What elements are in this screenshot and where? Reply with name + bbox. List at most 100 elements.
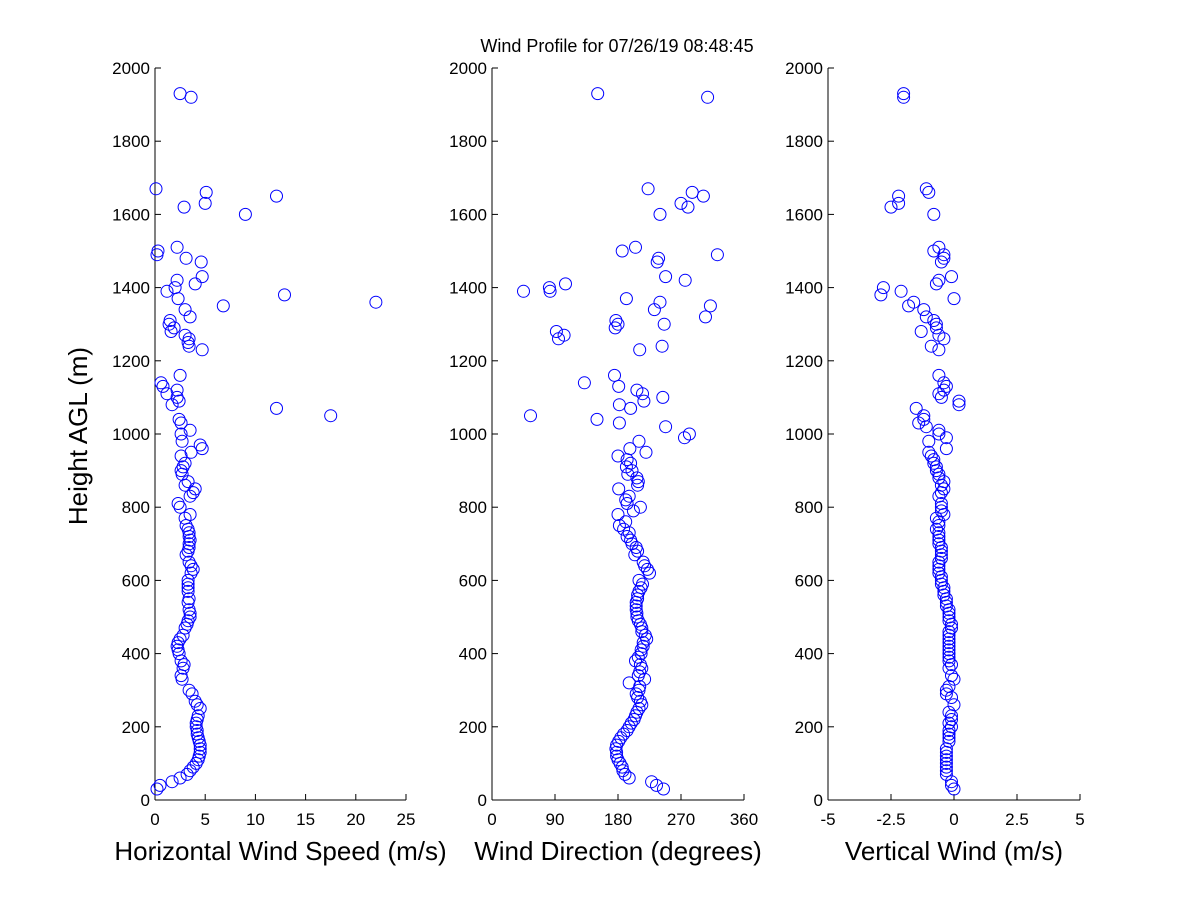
vertical-x-tick-label: 5 — [1075, 810, 1084, 829]
vertical-data-point — [927, 456, 941, 470]
direction-data-point — [632, 584, 646, 598]
direction-data-point — [623, 442, 637, 456]
direction-data-point — [678, 273, 692, 287]
vertical-data-point — [939, 431, 953, 445]
direction-data-point — [549, 325, 563, 338]
speed-y-tick-label: 400 — [122, 645, 150, 664]
direction-data-point — [624, 533, 638, 547]
direction-data-point — [619, 292, 633, 306]
vertical-data-point — [942, 647, 956, 661]
vertical-data-point — [939, 442, 953, 456]
speed-data-point — [174, 449, 188, 463]
vertical-data-point — [932, 427, 946, 441]
speed-data-point — [184, 559, 198, 573]
vertical-data-point — [917, 303, 931, 317]
vertical-y-tick-label: 1200 — [785, 352, 823, 371]
vertical-data-point — [934, 390, 948, 404]
direction-y-tick-label: 200 — [459, 718, 487, 737]
direction-data-point — [608, 368, 621, 382]
speed-data-point — [177, 658, 191, 672]
vertical-data-point — [945, 720, 958, 734]
speed-data-point — [183, 423, 197, 437]
vertical-data-point — [934, 497, 948, 510]
speed-data-point — [183, 508, 197, 521]
speed-data-point — [178, 328, 192, 342]
direction-data-point — [620, 724, 634, 737]
speed-data-point — [171, 497, 185, 510]
speed-data-point — [193, 702, 207, 715]
direction-data-point — [612, 734, 626, 748]
vertical-data-point — [922, 445, 936, 459]
speed-data-point — [186, 760, 200, 774]
direction-data-point — [645, 775, 659, 789]
speed-data-point — [175, 434, 189, 448]
vertical-data-point — [939, 683, 953, 697]
direction-data-point — [652, 251, 666, 265]
vertical-data-point — [937, 376, 951, 390]
direction-data-point — [681, 200, 695, 214]
speed-data-point — [238, 207, 252, 221]
direction-data-point — [612, 519, 626, 532]
speed-data-point — [198, 196, 212, 210]
speed-data-point — [182, 683, 196, 697]
vertical-data-point — [897, 90, 911, 104]
speed-data-point — [190, 698, 204, 712]
vertical-data-point — [942, 654, 956, 668]
direction-data-point — [678, 431, 691, 445]
direction-data-point — [617, 522, 631, 536]
direction-data-point — [637, 394, 651, 408]
direction-y-tick-label: 400 — [459, 645, 487, 664]
vertical-data-point — [917, 412, 931, 426]
speed-data-point — [195, 442, 209, 456]
speed-x-axis-label: Horizontal Wind Speed (m/s) — [114, 836, 446, 866]
vertical-data-point — [945, 775, 958, 789]
speed-data-point — [154, 376, 168, 390]
direction-data-point — [632, 573, 646, 587]
panel-speed: 0 200 400 600 800 1000 1200 1400 1600 1800 2000 0 5 1… — [112, 59, 447, 866]
direction-data-point — [641, 182, 655, 196]
vertical-data-point — [945, 270, 958, 284]
speed-data-point — [181, 584, 195, 598]
vertical-data-point — [932, 515, 946, 529]
vertical-data-point — [932, 533, 946, 547]
vertical-data-point — [939, 753, 953, 767]
direction-data-point — [609, 314, 623, 327]
speed-data-point — [178, 303, 192, 317]
speed-data-point — [193, 745, 207, 759]
vertical-data-point — [942, 639, 956, 653]
direction-data-point — [524, 409, 537, 423]
speed-data-point — [177, 200, 191, 214]
vertical-data-point — [929, 511, 943, 525]
vertical-data-point — [932, 240, 946, 254]
speed-data-point — [165, 775, 179, 789]
vertical-y-tick-label: 1000 — [785, 425, 823, 444]
direction-y-tick-label: 0 — [478, 791, 487, 810]
speed-x-tick-label: 5 — [200, 810, 209, 829]
vertical-y-tick-label: 2000 — [785, 59, 823, 78]
speed-data-point — [150, 782, 164, 796]
speed-data-point — [171, 636, 185, 650]
direction-data-point — [622, 676, 636, 690]
speed-data-point — [182, 603, 196, 617]
speed-data-point — [149, 182, 163, 196]
speed-y-tick-label: 1400 — [112, 279, 150, 298]
vertical-data-point — [919, 182, 933, 196]
speed-data-point — [164, 325, 178, 338]
direction-data-point — [632, 702, 646, 715]
speed-data-point — [182, 541, 196, 554]
y-axis-label: Height AGL (m) — [63, 347, 93, 525]
direction-data-point — [636, 577, 649, 591]
vertical-y-tick-label: 0 — [814, 791, 823, 810]
direction-data-point — [630, 383, 644, 397]
vertical-data-point — [922, 434, 936, 448]
vertical-data-point — [924, 449, 938, 463]
vertical-data-point — [932, 566, 946, 580]
speed-x-tick-label: 15 — [296, 810, 315, 829]
speed-data-point — [173, 771, 187, 785]
direction-data-point — [542, 281, 556, 295]
vertical-data-point — [937, 482, 951, 496]
vertical-x-axis-label: Vertical Wind (m/s) — [845, 836, 1063, 866]
vertical-y-tick-label: 200 — [795, 718, 823, 737]
speed-data-point — [194, 255, 208, 269]
